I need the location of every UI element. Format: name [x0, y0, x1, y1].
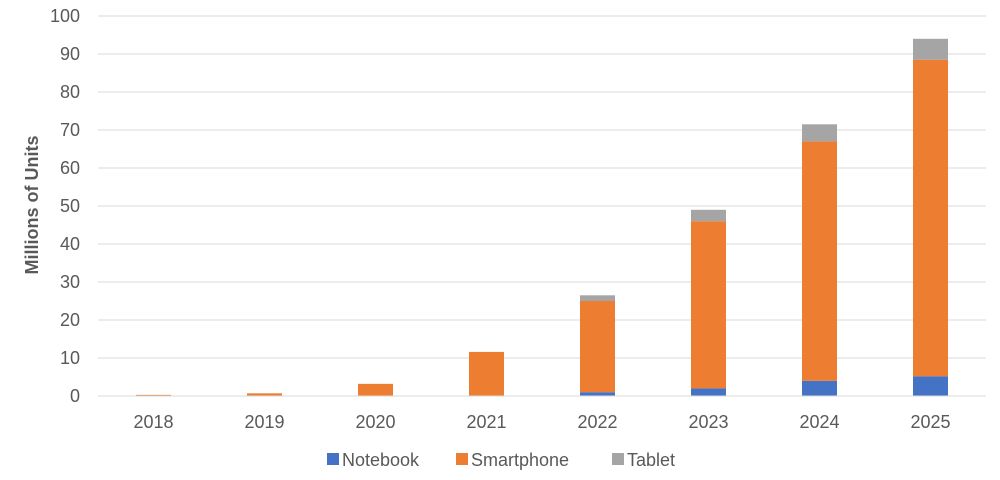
- bar-notebook-2024: [802, 380, 837, 396]
- y-tick-label: 40: [60, 234, 80, 254]
- y-tick-label: 30: [60, 272, 80, 292]
- legend-swatch-notebook: [327, 453, 339, 465]
- x-tick-label: 2023: [688, 412, 728, 432]
- y-tick-label: 70: [60, 120, 80, 140]
- bar-notebook-2025: [913, 376, 948, 396]
- y-tick-label: 90: [60, 44, 80, 64]
- y-tick-label: 0: [70, 386, 80, 406]
- y-axis-title: Millions of Units: [22, 136, 42, 275]
- y-tick-label: 20: [60, 310, 80, 330]
- bar-notebook-2023: [691, 388, 726, 396]
- y-tick-label: 50: [60, 196, 80, 216]
- bar-tablet-2022: [580, 295, 615, 301]
- x-tick-label: 2020: [355, 412, 395, 432]
- bar-smartphone-2022: [580, 301, 615, 393]
- y-axis-ticks: 0 10 20 30 40 50 60 70 80 90 100: [50, 6, 80, 406]
- x-tick-label: 2021: [466, 412, 506, 432]
- legend-label-notebook: Notebook: [342, 450, 420, 470]
- legend-swatch-smartphone: [456, 453, 468, 465]
- bar-tablet-2025: [913, 38, 948, 60]
- x-tick-label: 2024: [799, 412, 839, 432]
- y-tick-label: 80: [60, 82, 80, 102]
- bar-tablet-2024: [802, 124, 837, 142]
- x-tick-label: 2025: [910, 412, 950, 432]
- y-tick-label: 100: [50, 6, 80, 26]
- bar-smartphone-2025: [913, 59, 948, 377]
- y-tick-label: 10: [60, 348, 80, 368]
- bars: [136, 38, 948, 396]
- legend-swatch-tablet: [612, 453, 624, 465]
- bar-notebook-2022: [580, 392, 615, 396]
- bar-smartphone-2024: [802, 141, 837, 381]
- bar-smartphone-2023: [691, 221, 726, 389]
- bar-smartphone-2019: [247, 393, 282, 396]
- x-axis-ticks: 2018 2019 2020 2021 2022 2023 2024 2025: [133, 412, 950, 432]
- bar-tablet-2023: [691, 209, 726, 222]
- legend-label-smartphone: Smartphone: [471, 450, 569, 470]
- bar-smartphone-2020: [358, 383, 393, 396]
- bar-smartphone-2018: [136, 394, 171, 396]
- x-tick-label: 2018: [133, 412, 173, 432]
- legend-label-tablet: Tablet: [627, 450, 675, 470]
- x-tick-label: 2019: [244, 412, 284, 432]
- y-tick-label: 60: [60, 158, 80, 178]
- legend: Notebook Smartphone Tablet: [327, 450, 675, 470]
- bar-smartphone-2021: [469, 351, 504, 396]
- x-tick-label: 2022: [577, 412, 617, 432]
- gridlines: [98, 15, 986, 359]
